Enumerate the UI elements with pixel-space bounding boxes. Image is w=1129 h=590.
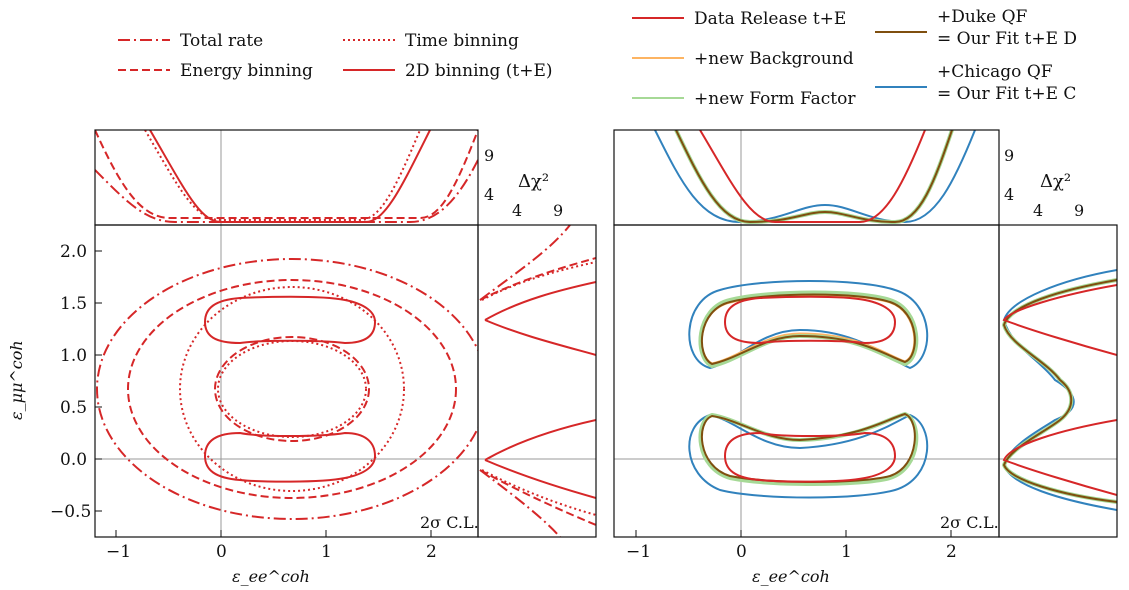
right-frames (613, 129, 1118, 538)
right-main-panel: 2σ C.L. (614, 130, 1117, 537)
left-ytick-05: 0.5 (60, 398, 87, 418)
legend-right: Data Release t+E +new Background +new Fo… (632, 7, 1077, 109)
contour-energy-outer (127, 279, 457, 499)
legend-label-energy-binning: Energy binning (180, 61, 313, 81)
legend-label-total-rate: Total rate (180, 31, 263, 51)
left-ytick-10: 1.0 (60, 346, 87, 366)
contour-2d-lower (203, 431, 377, 483)
legend-label-duke-qf: +Duke QF (937, 7, 1028, 27)
left-main-panel: 2σ C.L. (95, 130, 596, 537)
top-profile-time (144, 130, 421, 221)
left-ytick-m05: −0.5 (50, 502, 91, 522)
legend-label-time-binning: Time binning (405, 31, 519, 51)
right-xtick-1: 1 (841, 542, 852, 562)
right-xlabel: ε_ee^coh (752, 567, 830, 586)
left-cl-label: 2σ C.L. (420, 513, 479, 532)
right-side-form-factor (1001, 278, 1117, 504)
left-ytick-15: 1.5 (60, 294, 87, 314)
right-top-tick-4: 4 (1004, 185, 1014, 204)
left-ytick-00: 0.0 (60, 450, 87, 470)
side-profile-time (481, 261, 596, 516)
top-profile-total (95, 159, 478, 223)
top-profile-2d (149, 130, 431, 223)
right-cl-label: 2σ C.L. (940, 513, 999, 532)
side-profile-2d-upper (484, 281, 596, 321)
contour-duke-upper (700, 293, 916, 366)
right-top-form-factor (674, 130, 954, 225)
right-top-tick-9: 9 (1004, 146, 1014, 165)
left-axes: −1 0 1 2 −0.5 0.0 0.5 1.0 1.5 2.0 ε_ee^c… (7, 242, 437, 586)
legend-label-chicago-fit: = Our Fit t+E C (937, 84, 1076, 104)
right-xtick-2: 2 (946, 542, 957, 562)
left-xtick-m1: −1 (106, 542, 131, 562)
right-side-data-release (1002, 284, 1117, 496)
left-top-tick-9: 9 (484, 146, 494, 165)
contour-data-release-upper (723, 295, 897, 345)
right-xtick-0: 0 (736, 542, 747, 562)
contour-duke-lower (700, 412, 916, 483)
right-side-profile: Δχ² 4 9 (1001, 171, 1117, 511)
right-side-duke (1002, 279, 1117, 503)
top-profile-energy (95, 130, 478, 219)
left-side-profile: Δχ² 4 9 (479, 171, 596, 537)
legend-label-new-form-factor: +new Form Factor (694, 89, 856, 109)
right-top-duke (675, 130, 953, 224)
left-top-profile: 9 4 (95, 130, 494, 223)
left-frames (94, 129, 597, 538)
left-side-tick-9: 9 (553, 201, 563, 220)
right-side-chicago (1002, 269, 1117, 511)
left-side-tick-4: 4 (512, 201, 522, 220)
legend-left: Total rate Time binning Energy binning 2… (118, 31, 553, 81)
contour-2d-upper (203, 295, 377, 345)
left-xtick-1: 1 (321, 542, 332, 562)
contour-chicago-lower (688, 413, 929, 499)
side-profile-2d-bottom (484, 459, 596, 499)
right-top-profile: 9 4 (654, 130, 1014, 225)
contour-data-release-lower (723, 431, 897, 483)
left-ylabel: ε_μμ^coh (7, 340, 26, 420)
left-xlabel: ε_ee^coh (232, 567, 310, 586)
contour-total-rate (96, 258, 478, 520)
side-profile-2d-lower (484, 419, 596, 461)
left-ytick-20: 2.0 (60, 242, 87, 262)
right-side-tick-9: 9 (1074, 201, 1084, 220)
contour-time-outer (179, 286, 405, 492)
legend-label-data-release: Data Release t+E (694, 9, 846, 29)
right-top-chicago (654, 130, 976, 224)
contour-time-inner (217, 340, 367, 438)
legend-label-duke-fit: = Our Fit t+E D (937, 29, 1077, 49)
right-axes: −1 0 1 2 ε_ee^coh (626, 530, 957, 586)
right-side-tick-4: 4 (1033, 201, 1043, 220)
contour-chicago-upper (688, 280, 929, 370)
contour-energy-inner (214, 336, 370, 442)
side-profile-total (479, 225, 571, 537)
left-xtick-2: 2 (426, 542, 437, 562)
side-profile-energy (479, 257, 596, 526)
right-xtick-m1: −1 (626, 542, 651, 562)
legend-label-new-background: +new Background (694, 49, 854, 69)
left-xtick-0: 0 (216, 542, 227, 562)
right-top-data-release (699, 130, 926, 223)
side-profile-2d-mid (484, 319, 596, 356)
left-top-tick-4: 4 (484, 185, 494, 204)
right-side-label: Δχ² (1040, 171, 1071, 192)
left-side-label: Δχ² (518, 171, 549, 192)
legend-label-2d-binning: 2D binning (t+E) (405, 61, 553, 81)
legend-label-chicago-qf: +Chicago QF (937, 62, 1053, 82)
